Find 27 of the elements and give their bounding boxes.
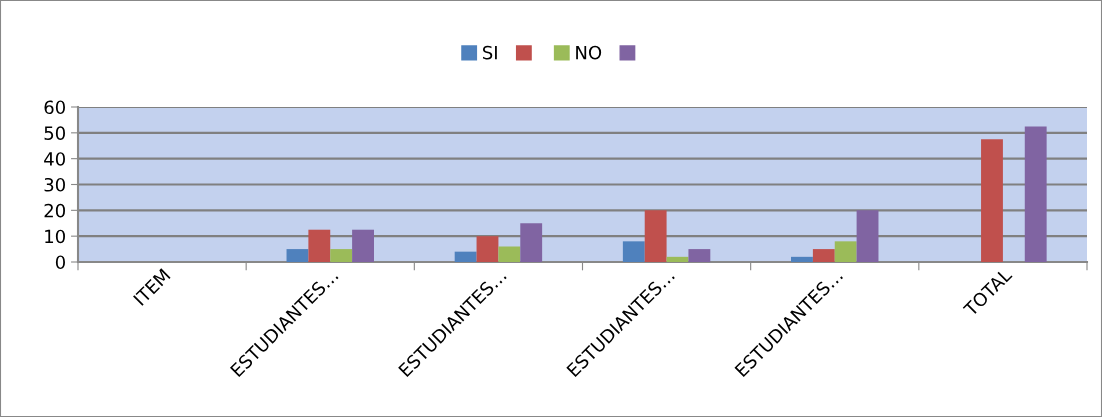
bar [498, 246, 521, 262]
bar [791, 256, 813, 262]
bar [622, 241, 645, 262]
bar [308, 229, 331, 262]
bar [812, 249, 835, 262]
y-tick-label: 10 [45, 229, 65, 244]
y-tick-label: 0 [55, 255, 65, 270]
bar [856, 210, 879, 262]
y-tick-label: 30 [44, 177, 65, 192]
y-tick-label: 60 [44, 100, 65, 115]
bar [330, 249, 353, 262]
bar [644, 210, 667, 262]
y-tick-label: 20 [44, 203, 65, 218]
bar [1024, 126, 1047, 262]
y-tick-label: 50 [44, 126, 65, 140]
bar [834, 241, 857, 262]
bar [666, 256, 689, 262]
bar [454, 251, 477, 262]
bar [352, 229, 374, 262]
bar [286, 249, 309, 262]
bar [520, 223, 543, 262]
legend-label: SI [482, 45, 497, 60]
bar [476, 236, 499, 262]
y-tick-label: 40 [44, 152, 65, 166]
legend-label: NO [576, 45, 602, 60]
bar [981, 139, 1003, 262]
bar [688, 249, 711, 262]
